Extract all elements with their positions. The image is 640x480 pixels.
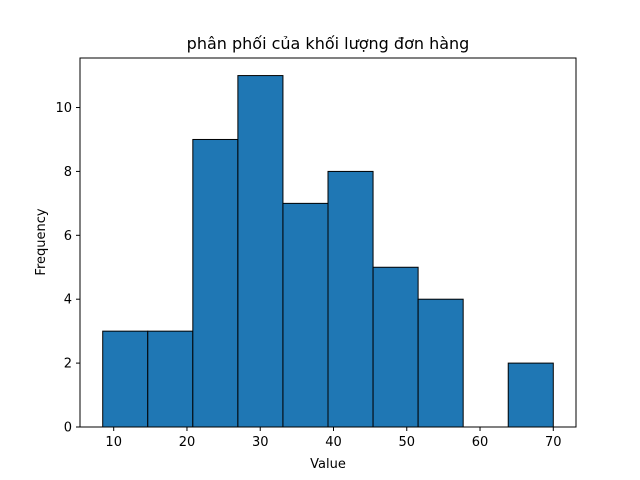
histogram-bar-4 (282, 202, 329, 428)
histogram-bar-6 (372, 266, 419, 428)
histogram-bar-0 (102, 330, 149, 428)
x-axis-ticks: 10 20 30 40 50 60 70 (105, 427, 562, 450)
bars-group (102, 75, 554, 428)
x-tick-label-3: 40 (325, 435, 342, 450)
x-tick-label-6: 70 (545, 435, 562, 450)
histogram-bar-9 (507, 362, 554, 428)
x-tick-label-2: 30 (252, 435, 269, 450)
y-tick-label-3: 6 (64, 229, 72, 244)
histogram-bar-3 (237, 75, 284, 428)
x-tick-label-5: 60 (472, 435, 489, 450)
y-axis-label: Frequency (34, 208, 49, 275)
y-axis-ticks: 0 2 4 6 8 10 (55, 101, 80, 436)
x-tick-label-0: 10 (105, 435, 122, 450)
histogram-bar-2 (192, 138, 239, 428)
chart-title: phân phối của khối lượng đơn hàng (187, 34, 470, 53)
y-tick-label-5: 10 (55, 101, 72, 116)
histogram-bar-1 (147, 330, 194, 428)
plot-frame (79, 57, 577, 428)
y-tick-label-1: 2 (64, 357, 72, 372)
y-tick-label-4: 8 (64, 165, 72, 180)
x-axis-label: Value (310, 457, 346, 472)
y-tick-label-0: 0 (64, 421, 72, 436)
x-tick-label-1: 20 (179, 435, 196, 450)
x-tick-label-4: 50 (398, 435, 415, 450)
histogram-bar-5 (327, 170, 374, 428)
histogram-bar-7 (417, 298, 464, 428)
y-tick-label-2: 4 (64, 293, 72, 308)
